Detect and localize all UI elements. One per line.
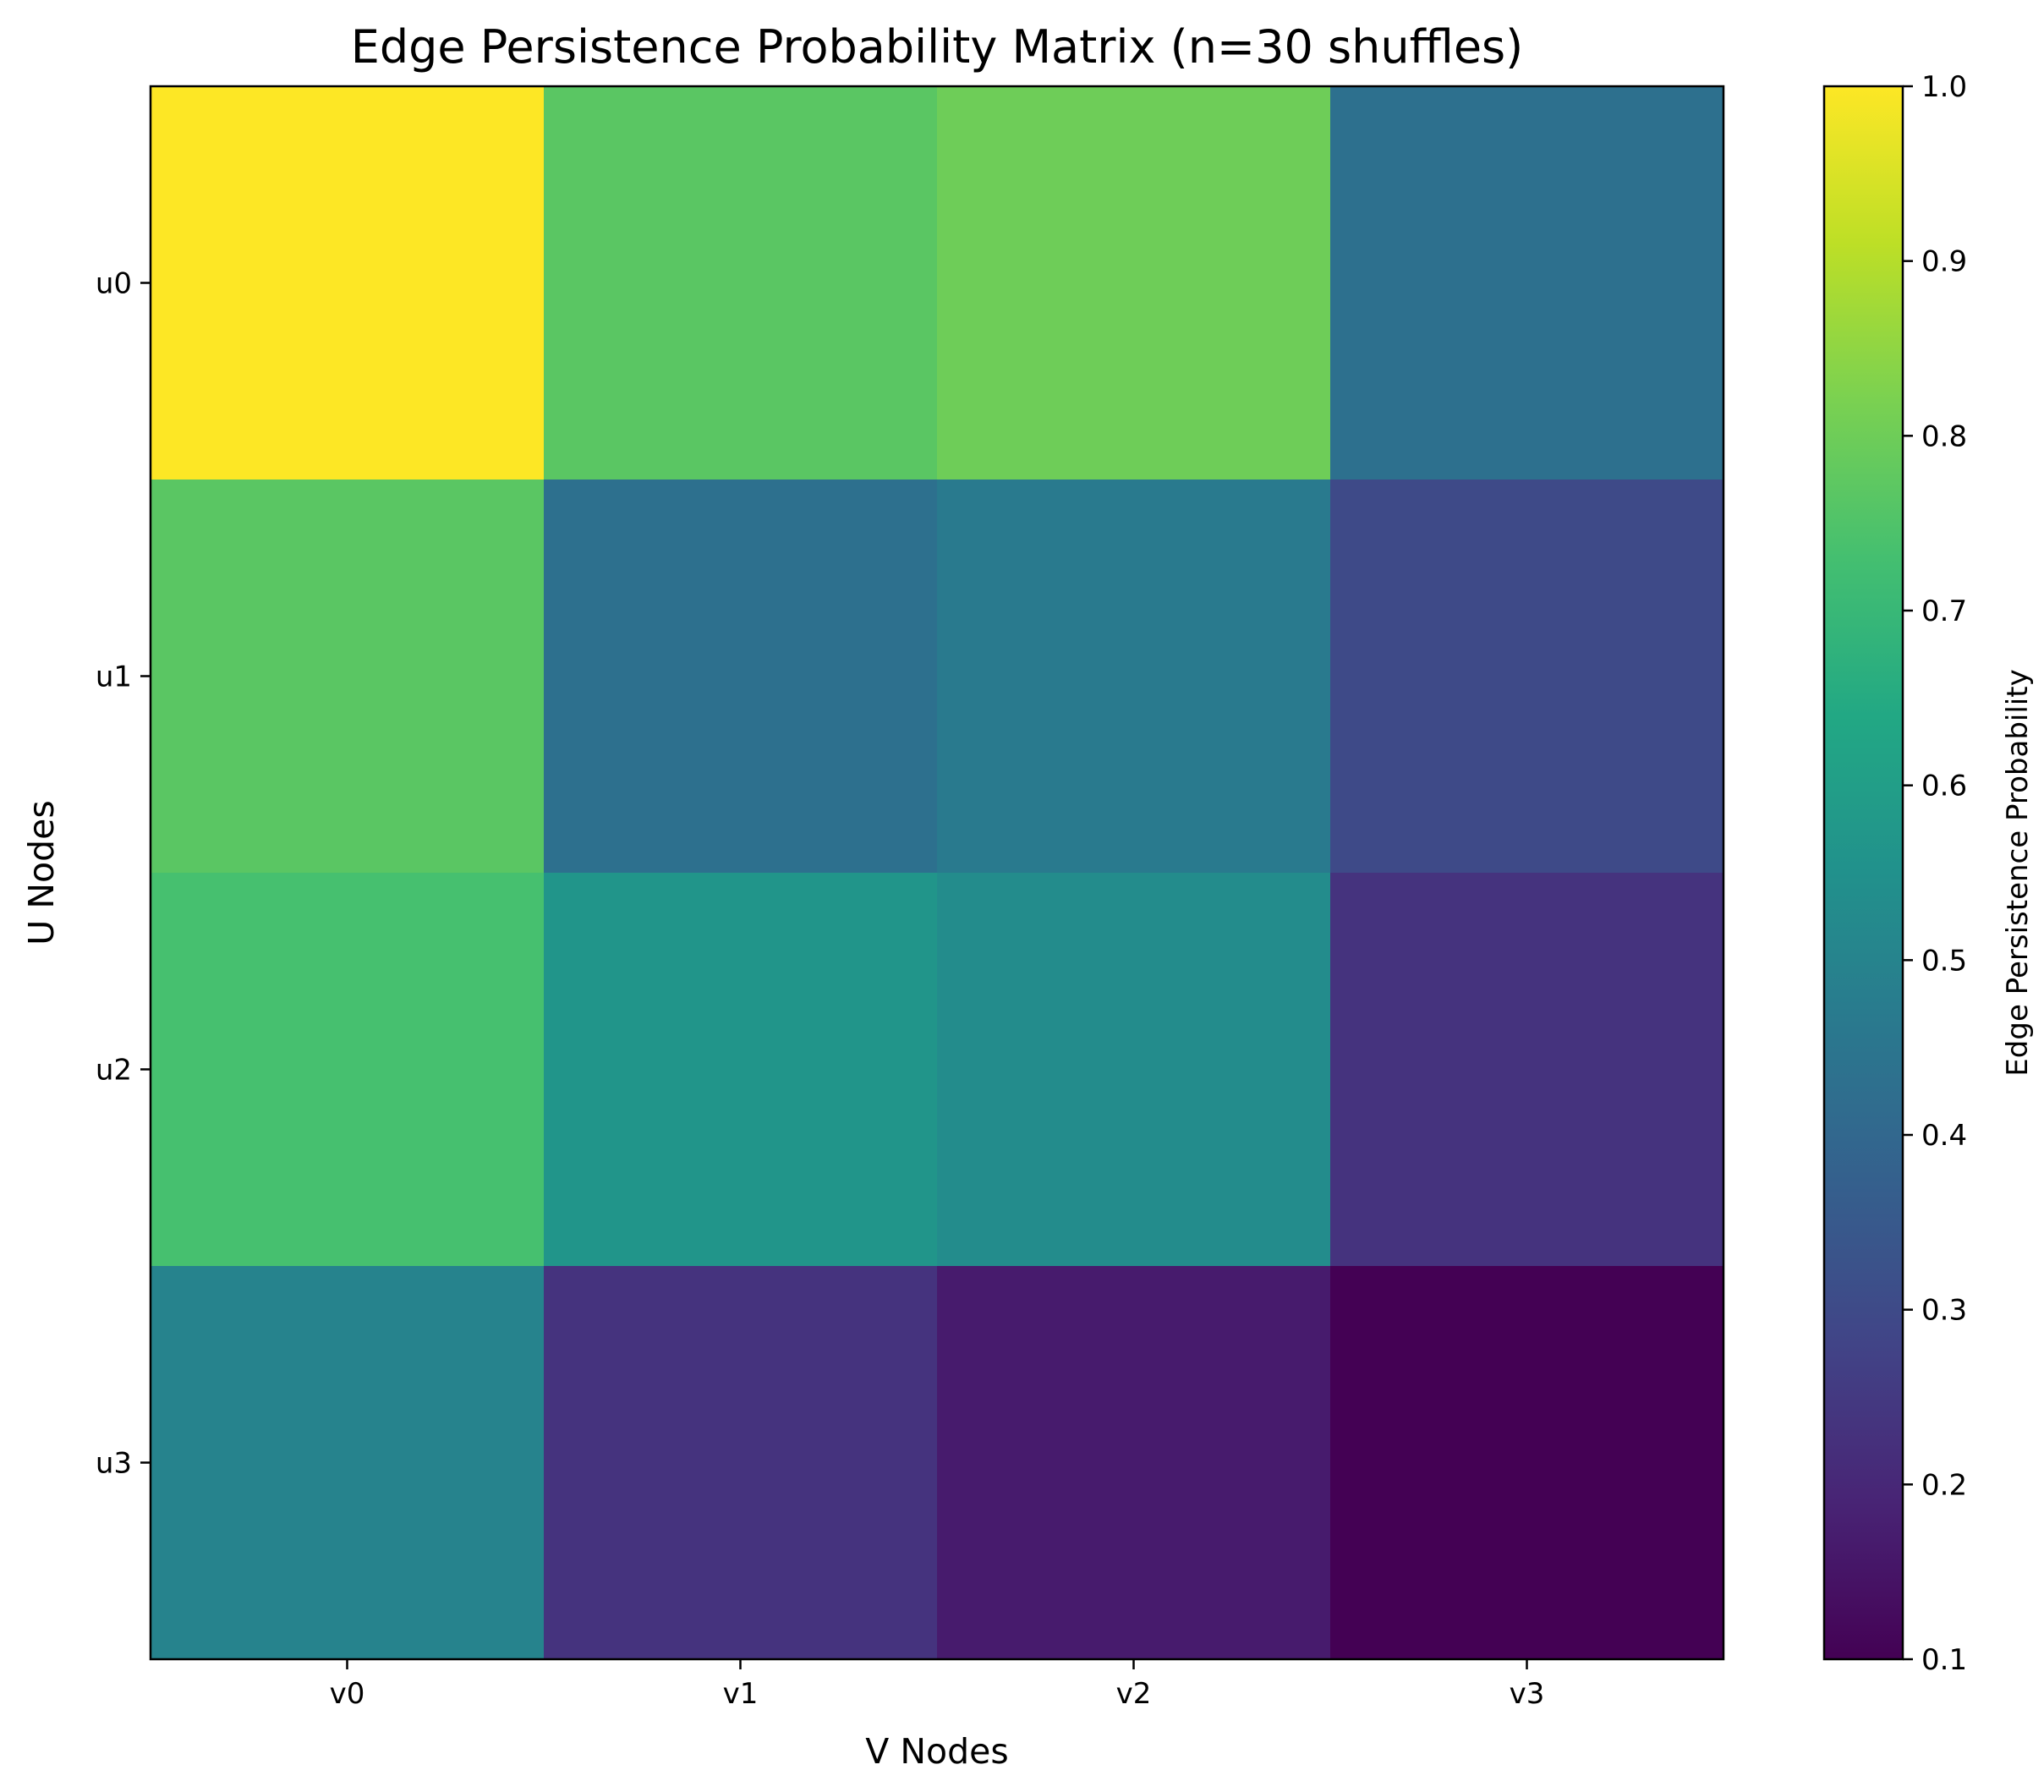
plot-frame [149, 85, 1725, 1661]
y-tick-label: u0 [96, 267, 132, 301]
chart-title: Edge Persistence Probability Matrix (n=3… [351, 20, 1524, 74]
colorbar-tick-label: 0.4 [1921, 1119, 1967, 1153]
colorbar-label: Edge Persistence Probability [2001, 669, 2035, 1076]
heatmap-cell-u1-v2 [937, 480, 1331, 874]
heatmap-cell-u0-v0 [151, 86, 545, 480]
heatmap-cell-u1-v1 [544, 480, 938, 874]
colorbar-tick-label: 0.2 [1921, 1468, 1967, 1502]
colorbar-tick-label: 0.7 [1921, 595, 1967, 628]
heatmap-cell-u1-v3 [1330, 480, 1724, 874]
x-tick-label: v3 [1510, 1677, 1545, 1711]
y-axis-ticks: u0 u1 u2 u3 [96, 267, 151, 1481]
colorbar-tick-label: 0.8 [1921, 419, 1967, 453]
x-tick-label: v0 [330, 1677, 365, 1711]
colorbar-tick-label: 0.5 [1921, 944, 1967, 978]
heatmap-cells [151, 86, 1724, 1660]
y-tick-label: u3 [96, 1447, 132, 1481]
y-axis-label: U Nodes [21, 800, 62, 945]
heatmap-cell-u2-v2 [937, 873, 1331, 1267]
heatmap-cell-u2-v0 [151, 873, 545, 1267]
colorbar-tick-label: 0.9 [1921, 245, 1967, 279]
heatmap-cell-u2-v1 [544, 873, 938, 1267]
colorbar-tick-label: 0.3 [1921, 1294, 1967, 1328]
colorbar-ticks: 0.1 0.2 0.3 0.4 0.5 0.6 0.7 0.8 0.9 1.0 [1903, 70, 1967, 1677]
heatmap-cell-u3-v2 [937, 1266, 1331, 1660]
heatmap-cell-u3-v1 [544, 1266, 938, 1660]
x-axis-ticks: v0 v1 v2 v3 [330, 1659, 1545, 1711]
heatmap-cell-u0-v3 [1330, 86, 1724, 480]
x-axis-label: V Nodes [865, 1731, 1008, 1772]
heatmap-cell-u3-v3 [1330, 1266, 1724, 1660]
colorbar: 0.1 0.2 0.3 0.4 0.5 0.6 0.7 0.8 0.9 1.0 [1822, 70, 1967, 1677]
colorbar-tick-label: 0.6 [1921, 770, 1967, 803]
x-tick-label: v1 [723, 1677, 759, 1711]
heatmap-cell-u0-v2 [937, 86, 1331, 480]
y-tick-label: u2 [96, 1054, 132, 1088]
y-tick-label: u1 [96, 660, 132, 694]
heatmap-cell-u0-v1 [544, 86, 938, 480]
colorbar-gradient [1824, 86, 1903, 1659]
colorbar-tick-label: 0.1 [1921, 1643, 1967, 1677]
heatmap-cell-u3-v0 [151, 1266, 545, 1660]
heatmap-cell-u2-v3 [1330, 873, 1724, 1267]
colorbar-frame [1822, 85, 1904, 1661]
heatmap-cell-u1-v0 [151, 480, 545, 874]
colorbar-tick-label: 1.0 [1921, 70, 1967, 104]
x-tick-label: v2 [1116, 1677, 1152, 1711]
